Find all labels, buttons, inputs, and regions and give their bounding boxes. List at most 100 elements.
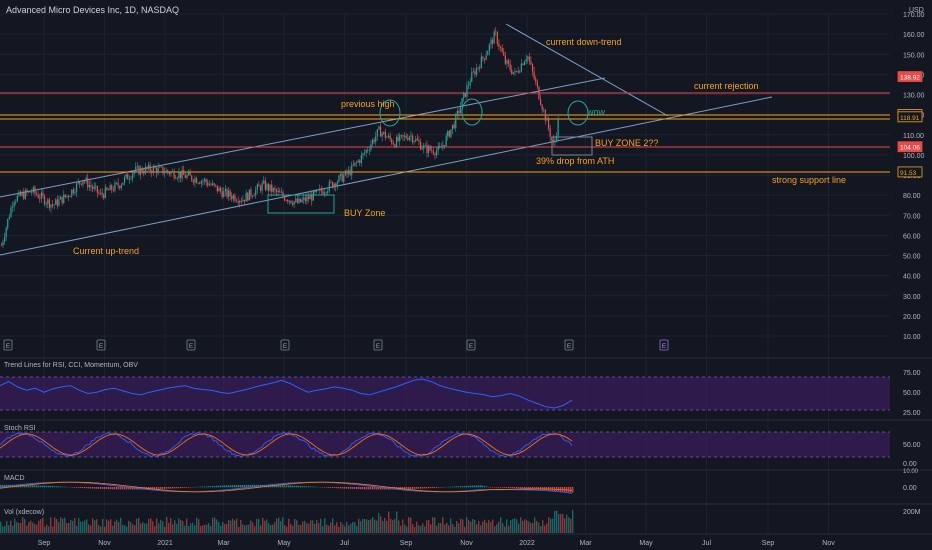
macd-hist-bar [406, 487, 408, 490]
macd-hist-bar [436, 487, 438, 488]
candle [320, 185, 322, 195]
candle [26, 188, 28, 197]
macd-hist-bar [330, 487, 332, 488]
candle [183, 165, 185, 176]
volume-bar [64, 517, 66, 533]
volume-bar [46, 524, 48, 533]
volume-bar [244, 525, 246, 533]
candle [368, 145, 370, 155]
candle [472, 67, 474, 74]
macd-hist-bar [44, 485, 46, 488]
earnings-event-marker[interactable]: E [96, 339, 106, 351]
macd-hist-bar [122, 487, 124, 490]
candle [192, 179, 194, 186]
candle [538, 86, 540, 101]
macd-hist-bar [494, 487, 496, 488]
candle [282, 190, 284, 199]
candle [491, 37, 494, 49]
macd-hist-bar [2, 484, 4, 488]
volume-bar [44, 526, 46, 533]
macd-hist-bar [150, 487, 152, 490]
candle [248, 189, 250, 201]
volume-bar [84, 520, 86, 533]
annotation-wow: wow [586, 107, 606, 117]
volume-bar [498, 521, 500, 533]
earnings-event-marker[interactable]: E [373, 339, 383, 351]
volume-bar [500, 517, 502, 533]
candle [378, 125, 380, 130]
macd-hist-bar [482, 485, 484, 488]
candle [5, 226, 7, 242]
volume-bar [472, 519, 474, 533]
candle [488, 42, 490, 56]
volume-bar [2, 526, 4, 533]
future-earnings-event-marker[interactable]: E [659, 339, 669, 351]
volume-bar [52, 526, 54, 533]
candle [162, 166, 164, 176]
candle [72, 187, 74, 196]
candle [344, 170, 346, 177]
macd-hist-bar [534, 487, 536, 490]
macd-hist-bar [90, 487, 92, 489]
volume-bar [186, 518, 188, 533]
annotation-current-down-trend: current down-trend [546, 37, 622, 47]
candle [533, 66, 535, 81]
macd-hist-bar [50, 486, 52, 488]
time-axis[interactable]: Sep Nov 2021 Mar May Jul Sep Nov 2022 Mar May Jul Se… [38, 540, 835, 547]
macd-hist-bar [46, 485, 48, 488]
macd-hist-bar [62, 486, 64, 488]
macd-hist-bar [336, 487, 338, 489]
volume-bar [522, 520, 524, 533]
price-tick-label: 70.00 [903, 213, 921, 220]
candle [208, 180, 210, 187]
volume-bar [528, 521, 530, 533]
candle [226, 187, 228, 199]
candle [445, 132, 447, 147]
volume-bar [232, 518, 234, 533]
volume-bar [218, 521, 220, 533]
volume-bar [152, 521, 154, 533]
time-tick-label: Nov [460, 540, 473, 547]
macd-hist-bar [414, 487, 416, 489]
volume-bar [316, 519, 318, 533]
candle [263, 176, 265, 185]
volume-bar [184, 525, 186, 533]
candle [298, 195, 300, 205]
candle [157, 162, 159, 176]
earnings-event-marker[interactable]: E [564, 339, 574, 351]
candle [29, 190, 31, 193]
macd-hist-bar [112, 487, 114, 490]
candle [240, 197, 242, 205]
candle [459, 102, 462, 116]
macd-hist-bar [328, 487, 330, 488]
earnings-event-marker[interactable]: E [3, 339, 13, 351]
candle [53, 204, 55, 210]
macd-hist-bar [294, 485, 296, 488]
candle [13, 200, 15, 212]
candle [544, 108, 546, 125]
macd-hist-bar [428, 487, 430, 489]
volume-bar [272, 524, 274, 533]
rsi-tick-25: 25.00 [903, 410, 921, 417]
volume-bar [326, 524, 328, 533]
macd-hist-bar [480, 485, 482, 488]
candle [203, 177, 206, 185]
earnings-event-marker[interactable]: E [280, 339, 290, 351]
macd-hist-bar [272, 484, 274, 488]
volume-bar [310, 520, 312, 533]
candle [442, 140, 444, 151]
candle [423, 142, 425, 154]
candle [210, 182, 212, 187]
current-up-trend-line [0, 96, 773, 256]
earnings-event-marker[interactable]: E [186, 339, 196, 351]
macd-hist-bar [172, 487, 174, 489]
macd-hist-bar [236, 485, 238, 488]
volume-bar [324, 518, 326, 533]
candle [552, 134, 554, 146]
earnings-event-marker[interactable]: E [466, 339, 476, 351]
macd-hist-bar [22, 485, 24, 488]
macd-hist-bar [52, 486, 54, 488]
